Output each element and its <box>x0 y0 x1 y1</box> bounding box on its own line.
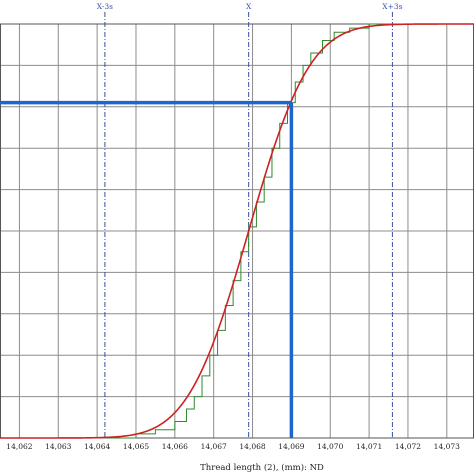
x-tick-label: 14,065 <box>123 442 149 451</box>
empirical-step-line <box>0 23 474 439</box>
x-tick-label: 14,063 <box>45 442 71 451</box>
x-tick-label: 14,062 <box>6 442 32 451</box>
x-tick-label: 14,071 <box>356 442 382 451</box>
normal-cdf-curve <box>0 23 474 439</box>
sigma-markers: X-3s X X+3s <box>97 2 403 438</box>
reference-lines <box>0 100 294 438</box>
x-tick-labels: 14,062 14,063 14,064 14,065 14,066 14,067 14,0… <box>6 442 460 451</box>
x-tick-label: 14,069 <box>278 442 304 451</box>
x-tick-label: 14,070 <box>317 442 343 451</box>
x-tick-label: 14,066 <box>162 442 188 451</box>
x-tick-label: 14,067 <box>201 442 227 451</box>
x-tick-label: 14,072 <box>395 442 421 451</box>
marker-label: X-3s <box>97 2 113 11</box>
x-tick-label: 14,073 <box>434 442 460 451</box>
marker-label: X <box>246 2 252 11</box>
x-tick-label: 14,064 <box>84 442 110 451</box>
series-layer <box>0 23 474 439</box>
marker-label: X+3s <box>382 2 402 11</box>
x-axis-label: Thread length (2), (mm): ND <box>200 462 324 473</box>
x-tick-label: 14,068 <box>239 442 265 451</box>
